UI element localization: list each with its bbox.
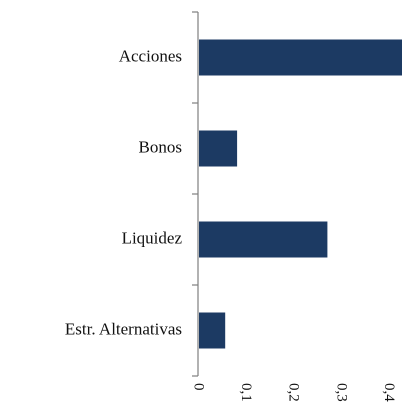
- category-label: Liquidez: [122, 228, 183, 247]
- chart-axes: [192, 11, 199, 377]
- x-tick-label: 0,4: [381, 383, 397, 402]
- chart-bars: [199, 39, 402, 349]
- bar-bonos: [199, 130, 238, 167]
- bar-acciones: [199, 39, 402, 76]
- x-tick-label: 0,3: [333, 383, 349, 402]
- category-label: Bonos: [139, 137, 182, 156]
- x-tick-labels: 00,10,20,30,40,50,60,7: [191, 383, 397, 402]
- x-tick-label: 0,2: [286, 383, 302, 402]
- category-label: Acciones: [119, 46, 182, 65]
- bar-estr-alternativas: [199, 312, 226, 349]
- category-labels: Acciones Bonos Liquidez Estr. Alternativas: [65, 46, 183, 338]
- x-tick-label: 0,1: [238, 383, 254, 402]
- category-label: Estr. Alternativas: [65, 319, 182, 338]
- bar-liquidez: [199, 221, 328, 258]
- x-tick-label: 0: [191, 383, 207, 391]
